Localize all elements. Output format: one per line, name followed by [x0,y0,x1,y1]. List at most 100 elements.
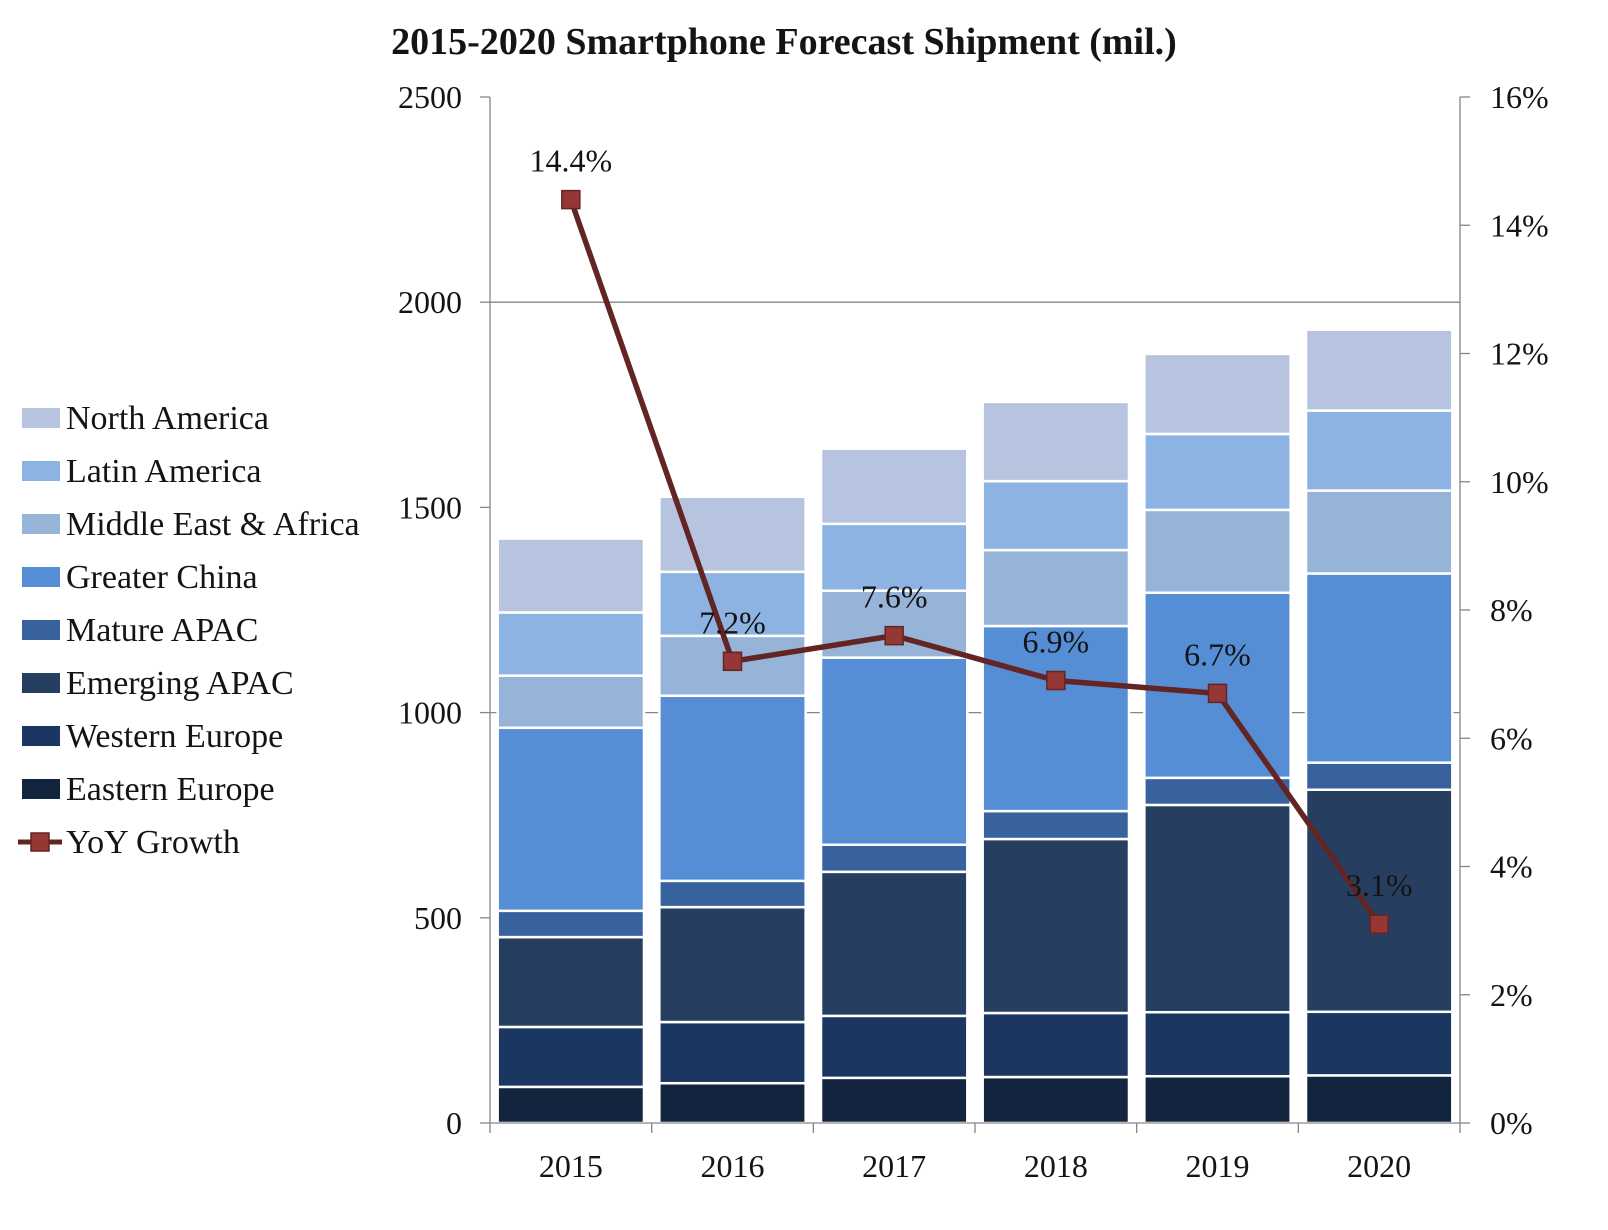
bar-segment-eastern-europe-2020 [1304,1074,1454,1125]
legend-label: Eastern Europe [66,771,275,808]
bar-segment-greater-china-2016 [658,694,807,883]
x-tick-label: 2018 [1024,1148,1088,1184]
legend-item-middle-east-africa: Middle East & Africa [22,506,360,543]
y-left-tick-label: 1000 [398,695,462,731]
y-right-tick-label: 6% [1490,720,1533,756]
y-right-tick-label: 0% [1490,1105,1533,1141]
bar-segment-middle-east-africa-2018 [981,548,1131,628]
bar-segment-eastern-europe-2016 [658,1081,807,1125]
legend-item-yoy-growth: YoY Growth [18,824,240,861]
legend-marker [30,832,50,852]
bar-segment-mature-apac-2018 [981,809,1131,841]
y-right-tick-label: 8% [1490,592,1533,628]
x-tick-label: 2019 [1186,1148,1250,1184]
legend-item-eastern-europe: Eastern Europe [22,771,275,808]
legend-label: Greater China [66,559,258,596]
y-left-tick-label: 0 [446,1105,462,1141]
y-right-tick-label: 16% [1490,79,1549,115]
bar-segment-mature-apac-2020 [1304,761,1454,792]
yoy-marker-2019 [1207,683,1228,704]
y-left-tick-label: 2500 [398,79,462,115]
bar-segment-middle-east-africa-2020 [1304,489,1454,575]
legend-item-north-america: North America [22,400,269,437]
yoy-data-label-2017: 7.6% [861,579,928,615]
bar-segment-middle-east-africa-2019 [1143,508,1292,595]
yoy-marker-2017 [884,625,904,646]
legend-swatch [22,673,60,693]
chart-title: 2015-2020 Smartphone Forecast Shipment (… [391,21,1177,63]
bar-segment-greater-china-2020 [1304,572,1454,764]
bar-segment-greater-china-2018 [981,624,1131,813]
gridlines [490,301,1460,714]
yoy-marker-2018 [1046,670,1066,691]
bar-segment-greater-china-2017 [819,656,969,846]
bar-segment-western-europe-2019 [1143,1010,1292,1078]
legend-item-mature-apac: Mature APAC [22,612,258,649]
bar-segment-latin-america-2020 [1304,409,1454,492]
legend: North America Latin America Middle East & … [18,400,360,861]
bar-segment-emerging-apac-2015 [496,935,646,1029]
bar-segment-north-america-2018 [981,400,1131,483]
legend-label: YoY Growth [66,824,240,861]
legend-swatch [22,620,60,640]
bar-segment-latin-america-2019 [1143,432,1292,512]
bar-segment-eastern-europe-2018 [981,1075,1131,1125]
legend-item-emerging-apac: Emerging APAC [22,665,294,702]
legend-label: Mature APAC [66,612,258,649]
yoy-marker-2015 [561,189,581,210]
yoy-growth-line [568,196,1382,927]
bar-segment-mature-apac-2017 [819,843,969,874]
bar-segment-western-europe-2018 [981,1011,1131,1079]
yoy-data-label-2020: 3.1% [1346,867,1413,903]
yoy-growth-series: 14.4% 7.2% 7.6% 6.9% 6.7% 3.1% [530,143,1413,934]
bar-segment-western-europe-2015 [496,1025,646,1089]
bar-segment-eastern-europe-2015 [496,1085,646,1125]
bar-segment-western-europe-2017 [819,1014,969,1080]
x-tick-label: 2020 [1347,1148,1411,1184]
bar-segment-north-america-2015 [496,537,646,614]
bar-segment-north-america-2017 [819,447,969,526]
stacked-bars [496,328,1454,1125]
bar-segment-latin-america-2018 [981,479,1131,552]
legend-item-greater-china: Greater China [22,559,258,596]
bar-segment-emerging-apac-2019 [1143,803,1292,1014]
x-tick-label: 2016 [701,1148,765,1184]
y-right-tick-label: 4% [1490,849,1533,885]
legend-label: North America [66,400,269,437]
legend-swatch [22,514,60,534]
y-right-tick-label: 14% [1490,207,1549,243]
bar-segment-greater-china-2015 [496,726,646,913]
y-left-tick-label: 500 [414,900,462,936]
bar-segment-north-america-2020 [1304,328,1454,412]
bar-segment-north-america-2019 [1143,352,1292,436]
bar-segment-western-europe-2016 [658,1020,807,1085]
x-tick-label: 2015 [539,1148,603,1184]
bar-segment-western-europe-2020 [1304,1010,1454,1077]
y-left-tick-label: 1500 [398,489,462,525]
bar-segment-eastern-europe-2019 [1143,1074,1292,1125]
yoy-marker-2020 [1369,914,1389,934]
legend-swatch [22,408,60,428]
yoy-data-label-2015: 14.4% [530,143,613,179]
legend-swatch [22,726,60,746]
yoy-data-label-2019: 6.7% [1184,636,1251,672]
bar-segment-emerging-apac-2017 [819,870,969,1018]
bar-segment-eastern-europe-2017 [819,1076,969,1125]
legend-swatch [22,567,60,587]
bar-segment-latin-america-2015 [496,611,646,677]
axes: 0 500 1000 1500 2000 2500 0% 2% 4% 6% 8% 10% 12% 14% 1… [398,79,1549,1184]
bar-segment-mature-apac-2015 [496,909,646,939]
yoy-data-label-2018: 6.9% [1023,624,1090,660]
y-right-tick-label: 10% [1490,464,1549,500]
legend-item-latin-america: Latin America [22,453,261,490]
bar-segment-north-america-2016 [658,495,807,574]
bar-segment-emerging-apac-2018 [981,837,1131,1015]
legend-label: Middle East & Africa [66,506,360,543]
yoy-marker-2016 [722,651,743,672]
y-left-tick-label: 2000 [398,284,462,320]
legend-item-western-europe: Western Europe [22,718,283,755]
bar-segment-emerging-apac-2016 [658,905,807,1024]
x-tick-label: 2017 [862,1148,926,1184]
bar-segment-latin-america-2016 [658,570,807,638]
